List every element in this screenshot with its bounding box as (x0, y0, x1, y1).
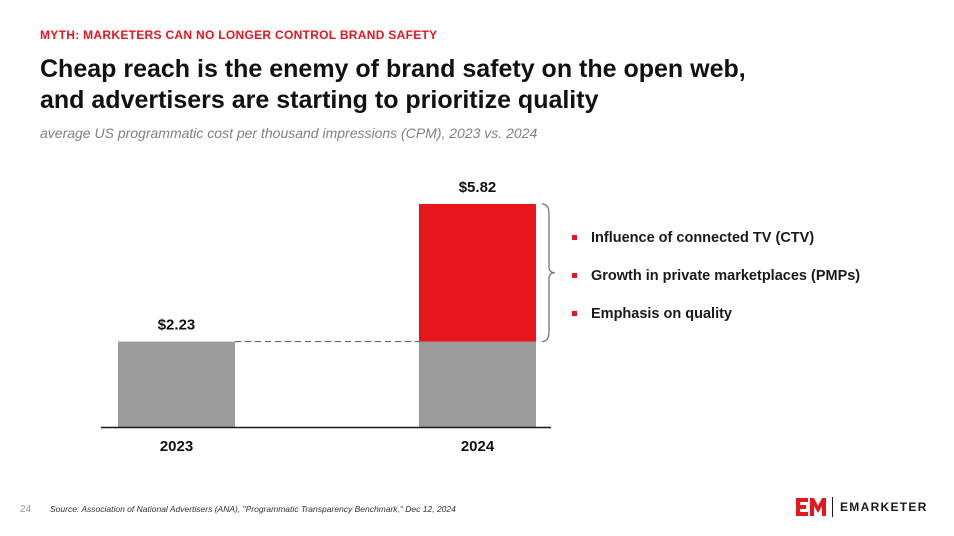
em-logo-icon (796, 498, 826, 516)
chart-subtitle: average US programmatic cost per thousan… (40, 125, 538, 141)
bullet-icon (572, 273, 577, 278)
driver-label: Growth in private marketplaces (PMPs) (591, 268, 861, 284)
driver-label: Emphasis on quality (591, 306, 732, 322)
x-tick-label-2024: 2024 (461, 438, 495, 455)
page-number: 24 (20, 504, 32, 515)
page-title: Cheap reach is the enemy of brand safety… (40, 54, 900, 116)
bar-2024-increase (419, 204, 536, 342)
bar-2024-base (419, 341, 536, 427)
driver-item: Emphasis on quality (572, 304, 860, 342)
increase-drivers-list: Influence of connected TV (CTV) Growth i… (572, 228, 860, 342)
driver-item: Influence of connected TV (CTV) (572, 228, 860, 266)
x-tick-label-2023: 2023 (160, 438, 193, 455)
logo-divider (832, 497, 833, 517)
bullet-icon (572, 311, 577, 316)
increase-brace (541, 203, 556, 343)
emarketer-logo: EMARKETER (796, 497, 928, 517)
value-label-2023: $2.23 (158, 317, 196, 334)
driver-item: Growth in private marketplaces (PMPs) (572, 266, 860, 304)
bullet-icon (572, 235, 577, 240)
bar-2023 (118, 341, 235, 427)
driver-label: Influence of connected TV (CTV) (591, 230, 815, 246)
value-label-2024: $5.82 (459, 179, 497, 196)
title-line-1: Cheap reach is the enemy of brand safety… (40, 55, 746, 83)
source-note: Source: Association of National Advertis… (50, 504, 456, 514)
brand-wordmark: EMARKETER (840, 500, 928, 514)
title-line-2: and advertisers are starting to prioriti… (40, 86, 599, 114)
myth-kicker: MYTH: MARKETERS CAN NO LONGER CONTROL BR… (40, 28, 438, 42)
